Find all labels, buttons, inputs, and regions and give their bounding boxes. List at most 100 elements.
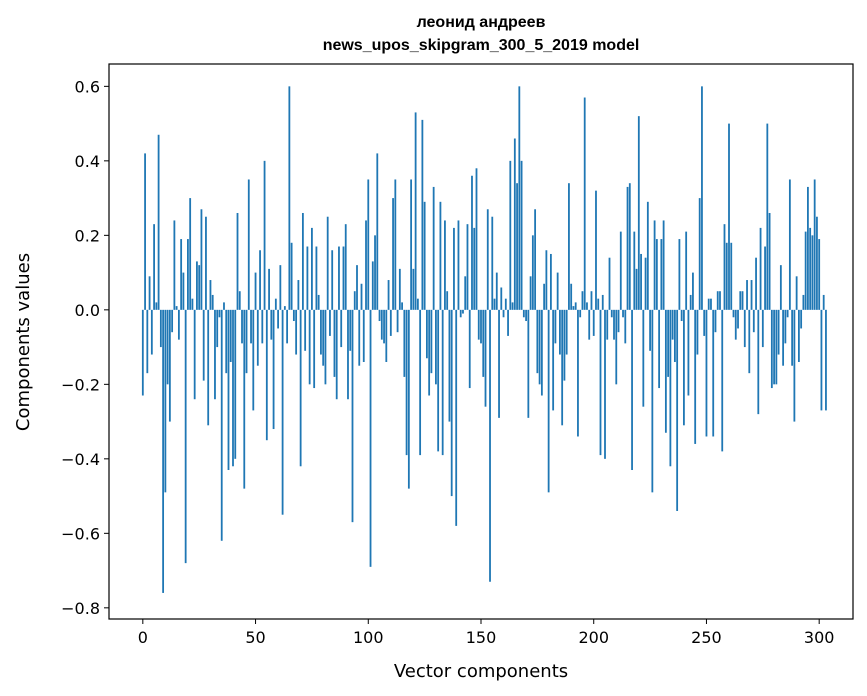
bar xyxy=(227,309,230,471)
bar xyxy=(173,220,176,310)
bar xyxy=(360,283,363,310)
bar xyxy=(680,309,683,322)
bar xyxy=(671,309,674,340)
bar xyxy=(784,309,787,344)
bar xyxy=(207,309,210,426)
bar xyxy=(254,272,257,310)
bar xyxy=(387,280,390,310)
bar xyxy=(615,309,618,385)
bar xyxy=(813,179,816,310)
bar xyxy=(730,242,733,310)
y-tick-label: 0.4 xyxy=(75,152,100,171)
bar xyxy=(561,309,564,426)
bar xyxy=(786,309,789,318)
bar xyxy=(295,309,298,355)
bar xyxy=(198,265,201,310)
bar xyxy=(495,272,498,310)
bar xyxy=(694,309,697,444)
bar xyxy=(403,309,406,377)
y-tick-label: −0.4 xyxy=(61,450,100,469)
bar xyxy=(358,309,361,366)
x-tick-label: 50 xyxy=(245,628,265,647)
bar xyxy=(353,291,356,310)
bar xyxy=(182,272,185,310)
bar xyxy=(365,220,367,310)
bar xyxy=(588,309,591,340)
bar xyxy=(177,309,180,340)
bar xyxy=(326,216,329,310)
bar xyxy=(689,294,692,310)
bar xyxy=(687,309,690,396)
bar xyxy=(608,257,611,310)
bar xyxy=(144,153,146,310)
bar xyxy=(439,201,442,310)
bar xyxy=(653,220,656,310)
y-tick-label: 0.2 xyxy=(75,226,100,245)
bar xyxy=(220,309,223,541)
bar xyxy=(385,309,388,362)
bar xyxy=(649,309,651,351)
bar xyxy=(646,201,649,310)
bar xyxy=(421,119,424,310)
bar xyxy=(279,265,282,310)
bar xyxy=(770,309,773,389)
bar xyxy=(288,86,291,310)
bar xyxy=(396,309,399,333)
bar xyxy=(238,291,241,310)
bar xyxy=(338,246,340,310)
bar xyxy=(529,276,532,310)
bar xyxy=(570,283,573,310)
bar xyxy=(721,309,724,452)
bar xyxy=(685,231,688,310)
bar xyxy=(748,309,751,374)
bar xyxy=(669,309,672,467)
bar xyxy=(793,309,796,422)
bar xyxy=(579,309,582,318)
bar xyxy=(752,309,755,333)
bar xyxy=(211,294,214,310)
bar xyxy=(232,309,234,467)
bar xyxy=(701,86,703,310)
bar xyxy=(394,179,397,310)
bar xyxy=(416,298,419,310)
bar xyxy=(171,309,174,333)
bar xyxy=(746,280,748,310)
bar xyxy=(563,309,566,381)
bar xyxy=(214,309,216,400)
bar xyxy=(631,309,633,471)
bar xyxy=(209,280,212,310)
bar xyxy=(236,212,239,310)
bar xyxy=(252,309,255,411)
bar xyxy=(234,309,237,459)
bar xyxy=(791,309,794,366)
bar xyxy=(200,209,203,310)
bar xyxy=(719,291,721,310)
bar xyxy=(313,309,316,389)
bar xyxy=(637,116,640,310)
bar xyxy=(513,138,516,310)
bar xyxy=(556,272,559,310)
bar xyxy=(599,309,602,456)
bar xyxy=(800,309,803,329)
bar xyxy=(166,309,169,385)
y-tick-label: −0.2 xyxy=(61,375,100,394)
bar xyxy=(518,86,521,310)
bar xyxy=(802,294,805,310)
bar xyxy=(619,231,622,310)
bar xyxy=(459,309,462,318)
bar xyxy=(482,309,485,377)
bar xyxy=(500,287,503,310)
bar xyxy=(299,309,302,467)
bar xyxy=(662,220,665,310)
bar xyxy=(243,309,246,489)
bar xyxy=(755,257,757,310)
bar xyxy=(622,309,624,318)
bar xyxy=(270,309,273,340)
bar xyxy=(175,306,178,310)
bar xyxy=(265,309,268,441)
bar xyxy=(522,309,525,318)
chart-subtitle: news_upos_skipgram_300_5_2019 model xyxy=(323,37,640,54)
bar xyxy=(777,309,780,355)
bar xyxy=(141,309,144,396)
